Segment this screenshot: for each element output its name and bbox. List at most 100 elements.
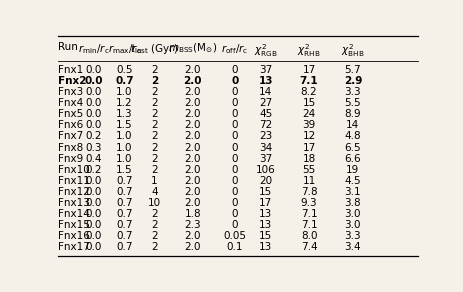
Text: 1.0: 1.0 [116,154,132,164]
Text: 6.6: 6.6 [344,154,360,164]
Text: Fnx13: Fnx13 [58,198,90,208]
Text: 2: 2 [151,208,157,219]
Text: 2: 2 [151,121,157,131]
Text: 2.0: 2.0 [184,187,200,197]
Text: 3.1: 3.1 [344,187,360,197]
Text: 2.0: 2.0 [184,175,200,185]
Text: 15: 15 [302,98,315,108]
Text: Fnx11: Fnx11 [58,175,90,185]
Text: 0.7: 0.7 [116,220,132,230]
Text: Run: Run [58,42,78,52]
Text: 7.4: 7.4 [300,242,317,252]
Text: 2.0: 2.0 [184,65,200,75]
Text: 0: 0 [231,142,238,152]
Text: 0.0: 0.0 [86,220,102,230]
Text: 15: 15 [259,231,272,241]
Text: 2: 2 [151,220,157,230]
Text: 0: 0 [231,208,238,219]
Text: 0.1: 0.1 [226,242,243,252]
Text: 9.3: 9.3 [300,198,317,208]
Text: 1.5: 1.5 [116,165,132,175]
Text: 2.0: 2.0 [184,142,200,152]
Text: 2.0: 2.0 [184,87,200,98]
Text: 0.7: 0.7 [115,77,133,86]
Text: 10: 10 [148,198,161,208]
Text: 13: 13 [259,208,272,219]
Text: 37: 37 [259,154,272,164]
Text: $\chi^2_{\rm RGB}$: $\chi^2_{\rm RGB}$ [253,42,277,59]
Text: $\chi^2_{\rm RHB}$: $\chi^2_{\rm RHB}$ [297,42,320,59]
Text: 3.8: 3.8 [344,198,360,208]
Text: 0.0: 0.0 [86,121,102,131]
Text: 55: 55 [302,165,315,175]
Text: 0.7: 0.7 [116,208,132,219]
Text: 0.4: 0.4 [86,154,102,164]
Text: 34: 34 [259,142,272,152]
Text: Fnx6: Fnx6 [58,121,83,131]
Text: 0.0: 0.0 [86,87,102,98]
Text: Fnx1: Fnx1 [58,65,83,75]
Text: 0: 0 [231,187,238,197]
Text: 0: 0 [231,87,238,98]
Text: 0.0: 0.0 [86,208,102,219]
Text: 0.7: 0.7 [116,231,132,241]
Text: 0: 0 [231,165,238,175]
Text: 0.0: 0.0 [86,175,102,185]
Text: 13: 13 [258,77,273,86]
Text: 3.3: 3.3 [344,231,360,241]
Text: 0: 0 [231,154,238,164]
Text: 4: 4 [151,187,157,197]
Text: 106: 106 [256,165,275,175]
Text: 1.0: 1.0 [116,142,132,152]
Text: $\chi^2_{\rm BHB}$: $\chi^2_{\rm BHB}$ [340,42,364,59]
Text: 2: 2 [151,142,157,152]
Text: $r_{\rm max}/r_{\rm c}$: $r_{\rm max}/r_{\rm c}$ [107,42,141,55]
Text: 3.0: 3.0 [344,208,360,219]
Text: 2.0: 2.0 [184,154,200,164]
Text: 1.3: 1.3 [116,110,132,119]
Text: 0: 0 [231,121,238,131]
Text: 8.0: 8.0 [300,231,317,241]
Text: 2: 2 [151,87,157,98]
Text: 2.0: 2.0 [184,165,200,175]
Text: $t_{\rm last}$ (Gyr): $t_{\rm last}$ (Gyr) [130,42,178,56]
Text: 3.4: 3.4 [344,242,360,252]
Text: 4.5: 4.5 [344,175,360,185]
Text: Fnx10: Fnx10 [58,165,89,175]
Text: 11: 11 [302,175,315,185]
Text: 17: 17 [259,198,272,208]
Text: 7.8: 7.8 [300,187,317,197]
Text: 7.1: 7.1 [299,77,318,86]
Text: 0.0: 0.0 [86,231,102,241]
Text: 6.5: 6.5 [344,142,360,152]
Text: 37: 37 [259,65,272,75]
Text: 2: 2 [151,165,157,175]
Text: 2.3: 2.3 [184,220,201,230]
Text: 0: 0 [231,175,238,185]
Text: Fnx5: Fnx5 [58,110,83,119]
Text: 2.0: 2.0 [184,242,200,252]
Text: 0.7: 0.7 [116,187,132,197]
Text: Fnx15: Fnx15 [58,220,90,230]
Text: 1.0: 1.0 [116,87,132,98]
Text: 0: 0 [231,65,238,75]
Text: 0: 0 [231,77,238,86]
Text: 0.7: 0.7 [116,242,132,252]
Text: 3.3: 3.3 [344,87,360,98]
Text: 14: 14 [345,121,359,131]
Text: 2.0: 2.0 [184,231,200,241]
Text: 24: 24 [302,110,315,119]
Text: Fnx9: Fnx9 [58,154,83,164]
Text: 0.7: 0.7 [116,198,132,208]
Text: 0.0: 0.0 [86,98,102,108]
Text: 0.3: 0.3 [86,142,102,152]
Text: 2: 2 [151,131,157,142]
Text: 1.2: 1.2 [116,98,132,108]
Text: Fnx7: Fnx7 [58,131,83,142]
Text: Fnx4: Fnx4 [58,98,83,108]
Text: 1.5: 1.5 [116,121,132,131]
Text: 0: 0 [231,110,238,119]
Text: 2.0: 2.0 [184,198,200,208]
Text: 0.0: 0.0 [86,110,102,119]
Text: 27: 27 [259,98,272,108]
